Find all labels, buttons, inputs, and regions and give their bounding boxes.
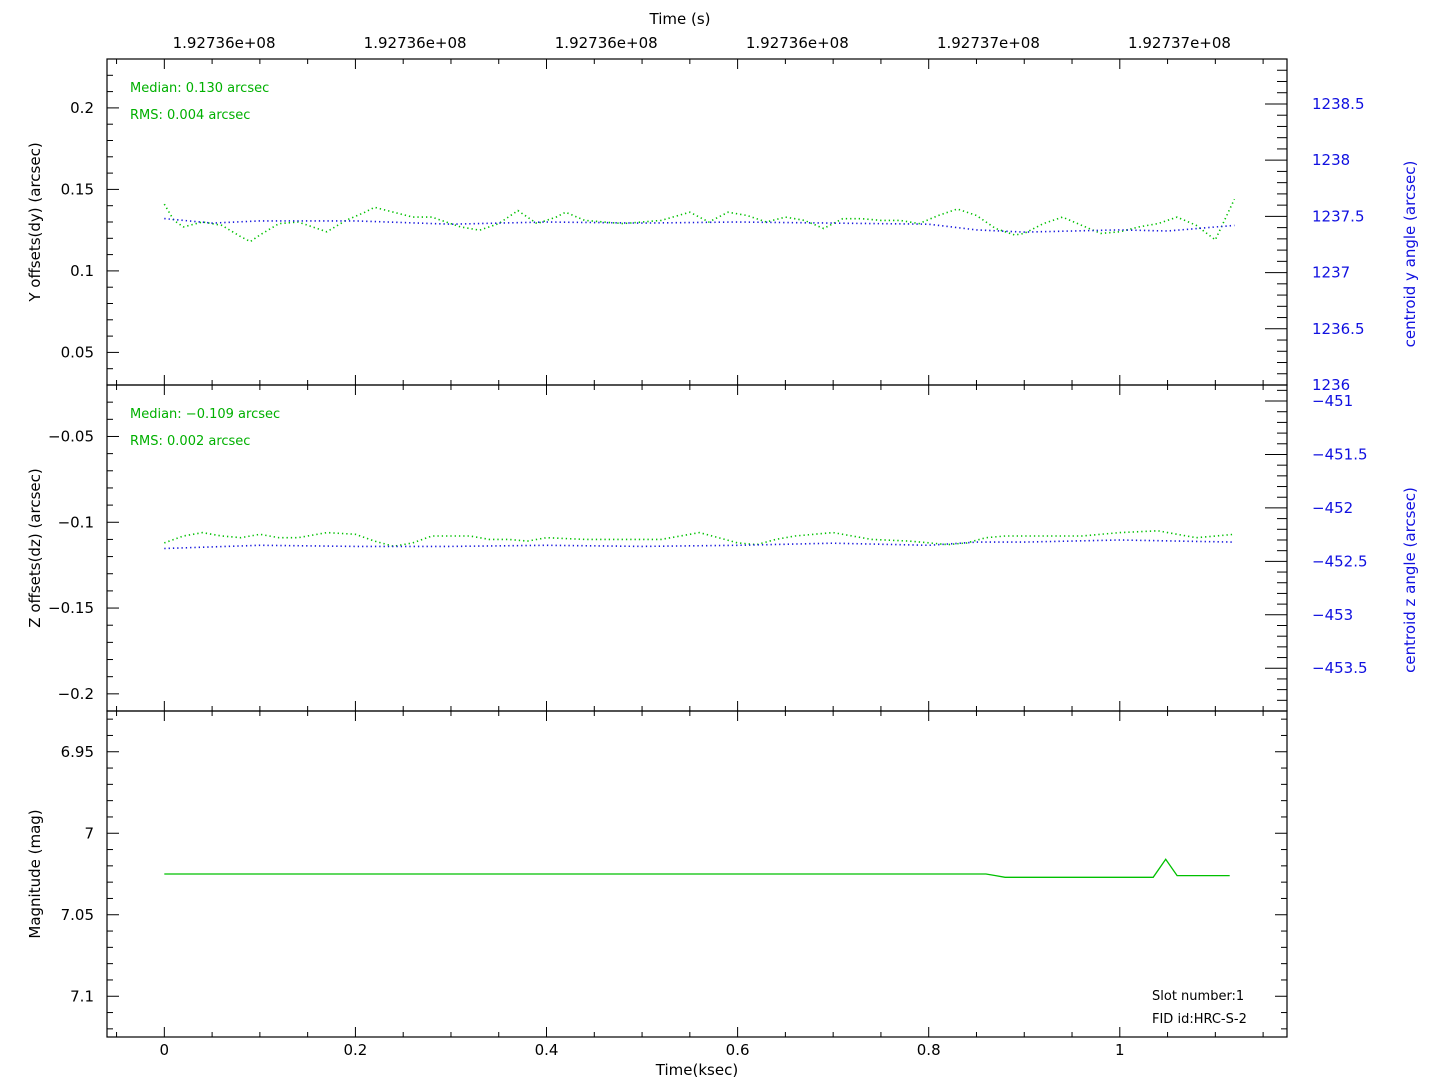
x-tick-label: 0.8 xyxy=(917,1041,941,1059)
series-z-left-line xyxy=(164,529,1235,548)
series-z-right-line xyxy=(164,539,1235,550)
y2-tick-label: 1238 xyxy=(1312,151,1350,169)
panel-y-frame xyxy=(106,58,1288,386)
x-tick-label: 0.4 xyxy=(535,1041,559,1059)
y2-tick-label: −451.5 xyxy=(1312,445,1368,463)
panel-y-ylabel: Y offsets(dy) (arcsec) xyxy=(26,142,44,302)
top-tick-label: 1.92736e+08 xyxy=(173,34,276,52)
top-tick-label: 1.92736e+08 xyxy=(746,34,849,52)
panel-y-median: Median: 0.130 arcsec xyxy=(130,81,269,96)
y2-tick-label: 1237 xyxy=(1312,264,1350,282)
y-tick-label: 7.1 xyxy=(70,987,94,1005)
y-tick-label: 6.95 xyxy=(61,743,94,761)
x-tick-label: 0 xyxy=(160,1041,170,1059)
panel-y-y2label: centroid y angle (arcsec) xyxy=(1401,161,1419,348)
y-tick-label: −0.2 xyxy=(58,685,94,703)
y2-tick-label: −452.5 xyxy=(1312,552,1368,570)
panel-y: 0.05 0.1 0.15 0.2 1236 1236.5 1237 1237.5 1238 12… xyxy=(61,58,1365,394)
y-tick-label: 0.1 xyxy=(70,262,94,280)
y-tick-label: 0.15 xyxy=(61,180,94,198)
panel-y-rms: RMS: 0.004 arcsec xyxy=(130,108,250,123)
fid-id-label: FID id:HRC-S-2 xyxy=(1152,1012,1247,1027)
panel-z: −0.2 −0.15 −0.1 −0.05 −453.5 −453 −452.5 −452 −4… xyxy=(48,384,1368,711)
series-mag-left-line xyxy=(164,858,1230,878)
y2-tick-label: 1236.5 xyxy=(1312,320,1365,338)
panel-z-frame xyxy=(106,384,1288,712)
y2-tick-label: −453 xyxy=(1312,606,1353,624)
y-tick-label: −0.15 xyxy=(48,599,94,617)
y2-tick-label: 1237.5 xyxy=(1312,207,1365,225)
panel-z-rms: RMS: 0.002 arcsec xyxy=(130,434,250,449)
panel-mag: 6.95 7 7.05 7.1 xyxy=(61,711,1287,1037)
top-tick-label: 1.92736e+08 xyxy=(364,34,467,52)
y-tick-label: −0.05 xyxy=(48,427,94,445)
y2-tick-label: 1238.5 xyxy=(1312,95,1365,113)
slot-number-label: Slot number:1 xyxy=(1152,989,1244,1004)
x-tick-label: 0.2 xyxy=(343,1041,367,1059)
x-tick-label: 1 xyxy=(1115,1041,1125,1059)
top-tick-label: 1.92737e+08 xyxy=(1128,34,1231,52)
y2-tick-label: −452 xyxy=(1312,499,1353,517)
y2-tick-label: −451 xyxy=(1312,392,1353,410)
panel-mag-frame xyxy=(106,710,1288,1038)
y-tick-label: 7.05 xyxy=(61,906,94,924)
top-tick-label: 1.92737e+08 xyxy=(937,34,1040,52)
y-tick-label: 7 xyxy=(84,824,94,842)
top-axis-label: Time (s) xyxy=(649,10,711,28)
y2-tick-label: 1236 xyxy=(1312,376,1350,394)
y2-tick-label: −453.5 xyxy=(1312,659,1368,677)
top-axis: 1.92736e+08 1.92736e+08 1.92736e+08 1.92736… xyxy=(173,34,1231,52)
y-tick-label: 0.05 xyxy=(61,343,94,361)
panel-z-ylabel: Z offsets(dz) (arcsec) xyxy=(26,468,44,627)
top-tick-label: 1.92736e+08 xyxy=(555,34,658,52)
y-tick-label: −0.1 xyxy=(58,513,94,531)
bottom-axis-label: Time(ksec) xyxy=(655,1061,738,1079)
series-y-left-line xyxy=(163,198,1236,243)
x-tick-label: 0.6 xyxy=(726,1041,750,1059)
series-y-right-line xyxy=(164,217,1235,233)
y-tick-label: 0.2 xyxy=(70,99,94,117)
panel-z-median: Median: −0.109 arcsec xyxy=(130,407,280,422)
panel-z-y2label: centroid z angle (arcsec) xyxy=(1401,487,1419,673)
panel-mag-ylabel: Magnitude (mag) xyxy=(26,809,44,938)
